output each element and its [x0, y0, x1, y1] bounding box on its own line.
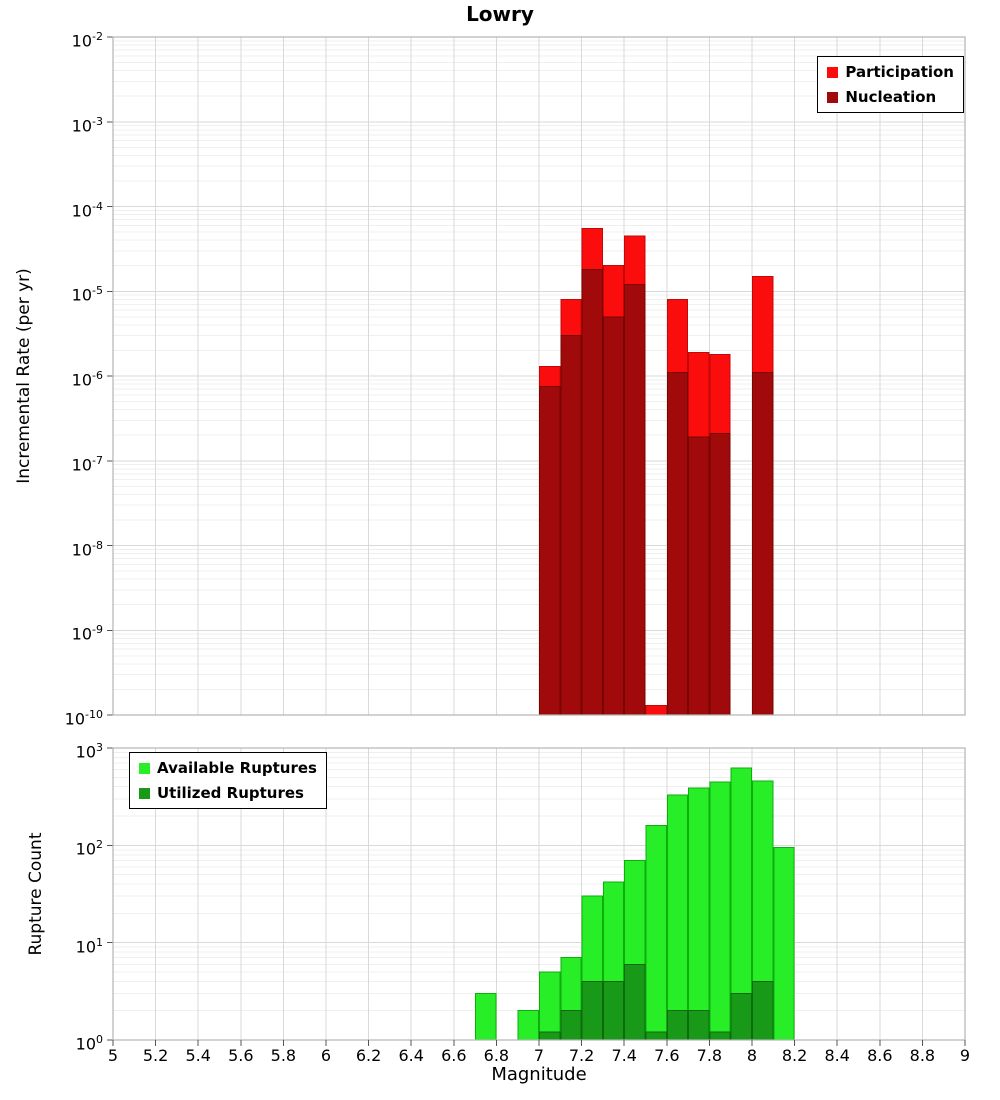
x-axis-label: Magnitude: [491, 1064, 587, 1085]
bar-nucleation: [581, 269, 603, 716]
bar-utilized-ruptures: [624, 963, 646, 1041]
legend-label-available-ruptures: Available Ruptures: [157, 759, 317, 777]
bar-available-ruptures: [773, 847, 795, 1041]
bar-available-ruptures: [475, 993, 497, 1041]
nucleation-swatch-icon: [827, 91, 839, 103]
bar-utilized-ruptures: [666, 1010, 689, 1041]
legend-item-utilized-ruptures: Utilized Ruptures: [139, 784, 317, 802]
legend-label-participation: Participation: [845, 63, 954, 81]
legend-item-available-ruptures: Available Ruptures: [139, 759, 317, 777]
bar-nucleation: [752, 371, 774, 716]
bar-nucleation: [539, 386, 561, 716]
bar-utilized-ruptures: [645, 1031, 667, 1041]
bar-utilized-ruptures: [602, 980, 625, 1041]
legend-item-nucleation: Nucleation: [827, 88, 954, 106]
chart-title: Lowry: [466, 2, 534, 26]
bar-available-ruptures: [539, 971, 561, 1041]
bar-utilized-ruptures: [688, 1010, 710, 1041]
bar-utilized-ruptures: [752, 980, 774, 1041]
legend-item-participation: Participation: [827, 63, 954, 81]
bar-utilized-ruptures: [730, 993, 753, 1041]
bar-available-ruptures: [688, 787, 710, 1041]
bar-utilized-ruptures: [560, 1010, 582, 1041]
utilized-ruptures-swatch-icon: [139, 787, 150, 799]
participation-swatch-icon: [827, 66, 839, 78]
bar-nucleation: [709, 432, 731, 716]
bar-nucleation: [666, 371, 689, 716]
bar-utilized-ruptures: [709, 1031, 731, 1041]
legend-ruptures: Available Ruptures Utilized Ruptures: [129, 752, 327, 809]
bar-nucleation: [624, 284, 646, 716]
bar-nucleation: [688, 436, 710, 716]
bar-utilized-ruptures: [581, 980, 603, 1041]
plot-frame: [112, 36, 966, 716]
bar-available-ruptures: [645, 824, 667, 1041]
bar-nucleation: [560, 335, 582, 716]
available-ruptures-swatch-icon: [139, 762, 150, 774]
legend-rate: Participation Nucleation: [817, 56, 964, 113]
bar-participation: [645, 704, 667, 716]
bar-utilized-ruptures: [539, 1031, 561, 1041]
legend-label-nucleation: Nucleation: [845, 88, 937, 106]
bar-nucleation: [602, 316, 625, 716]
bar-available-ruptures: [666, 794, 689, 1041]
bar-available-ruptures: [709, 781, 731, 1041]
bar-available-ruptures: [517, 1010, 540, 1041]
legend-label-utilized-ruptures: Utilized Ruptures: [157, 784, 304, 802]
